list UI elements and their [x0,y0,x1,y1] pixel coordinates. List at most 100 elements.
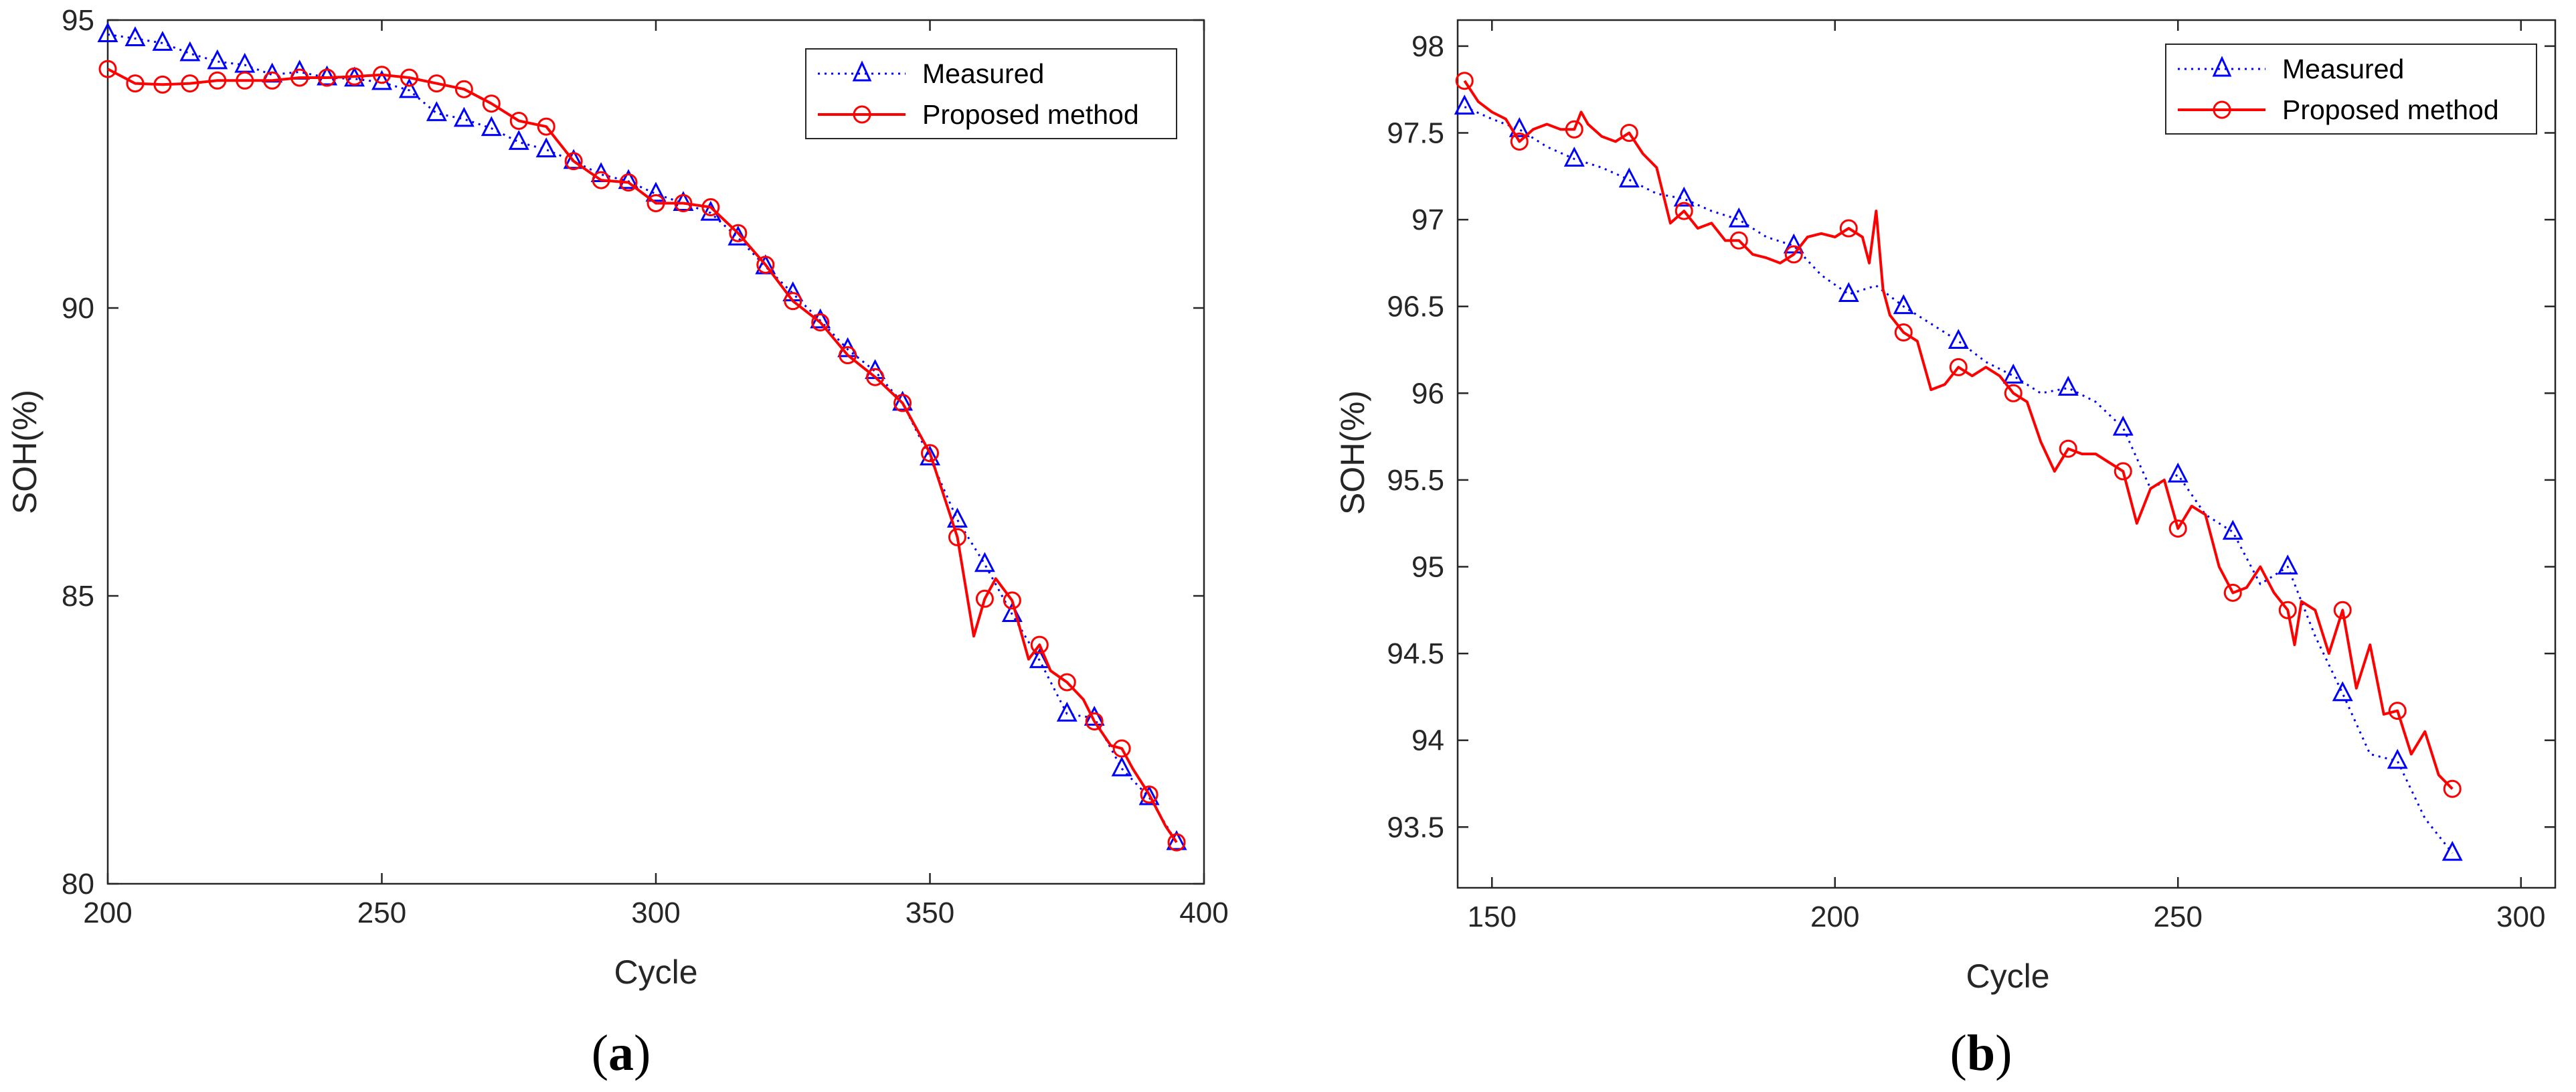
proposed-point [509,112,528,130]
proposed-point [2388,702,2407,720]
proposed-point [1839,219,1858,238]
x-tick-label: 400 [1179,896,1228,929]
proposed-point [1565,120,1583,139]
proposed-point [2168,519,2187,538]
measured-point [618,169,639,189]
x-tick-label: 300 [2496,901,2545,933]
measured-point [481,116,502,137]
proposed-point [729,224,748,242]
measured-point [2167,462,2188,483]
legend-proposed-label: Proposed method [922,99,1139,130]
legend: Measured Proposed method [805,48,1177,139]
proposed-point [290,68,309,87]
measured-point [1138,785,1160,805]
x-tick-label: 200 [83,896,132,929]
measured-point [535,137,557,157]
proposed-point [1030,635,1049,654]
y-tick-label: 98 [1411,30,1444,63]
proposed-point [701,198,720,216]
proposed-point [2059,439,2077,458]
series-proposed [1455,72,2462,798]
proposed-point [1167,833,1186,852]
legend-box [2165,44,2537,135]
measured-point [563,149,584,169]
measured-point [1728,207,1749,228]
measured-point [1111,756,1132,777]
measured-point [1056,702,1078,722]
x-axis-label: Cycle [1966,957,2049,995]
measured-point [2222,520,2243,540]
proposed-point [1057,673,1076,692]
measured-point [892,390,914,411]
measured-point [2441,840,2463,861]
y-tick-label: 96 [1411,377,1444,410]
proposed-point [454,80,473,98]
proposed-line [1463,80,2454,790]
measured-point [124,26,146,47]
measured-point [2057,376,2079,396]
measured-point [426,101,447,121]
measured-point [2002,364,2024,384]
proposed-point [126,74,145,93]
measured-point [508,130,529,150]
y-tick-label: 94.5 [1387,637,1444,670]
measured-point [97,22,118,42]
proposed-point [2443,779,2462,798]
proposed-point [1675,202,1693,220]
series-proposed [98,60,1186,852]
measured-point [673,191,694,211]
series-measured [97,22,1187,850]
proposed-point [921,444,939,463]
proposed-point [98,60,117,78]
y-tick-label: 95.5 [1387,464,1444,497]
measured-point [1618,167,1640,187]
y-tick-label: 93.5 [1387,811,1444,844]
measured-point [179,41,201,62]
proposed-point [1949,358,1968,376]
measured-point [1948,329,1969,349]
measured-point [453,106,475,127]
proposed-point [811,313,830,331]
x-axis-label: Cycle [614,953,697,991]
y-axis-label: SOH(%) [6,390,44,514]
measured-point [2332,681,2353,702]
proposed-point [866,368,885,386]
legend-proposed-label: Proposed method [2282,94,2499,125]
proposed-point [537,117,555,136]
measured-point [1166,830,1187,850]
proposed-point [400,68,418,87]
proposed-point [1003,591,1021,610]
legend-measured-marker [2212,56,2232,77]
measured-point [1509,117,1530,137]
y-tick-label: 96.5 [1387,291,1444,323]
chart-panel-a: 200 250 300 350 400 80 85 90 95 Cycle SOH(%) Mea… [6,4,1229,1081]
proposed-point [153,75,172,94]
x-tick-label: 150 [1468,901,1517,933]
ticks: 200 250 300 350 400 80 85 90 95 [62,4,1229,929]
proposed-point [619,173,638,192]
panel-caption-b: (b) [1950,1025,2012,1081]
measured-point [2387,749,2408,769]
proposed-point [1455,72,1474,90]
proposed-point [318,68,337,87]
measured-point [317,65,338,86]
proposed-point [482,94,501,113]
legend-box [805,48,1177,139]
x-tick-label: 250 [357,896,406,929]
x-tick-label: 250 [2154,901,2203,933]
proposed-point [1085,712,1104,730]
proposed-point [647,193,665,212]
x-tick-label: 300 [631,896,680,929]
panel-caption-a: (a) [592,1025,651,1081]
proposed-point [2333,601,2352,619]
proposed-point [263,71,282,90]
plot-area [106,19,1205,885]
y-tick-label: 95 [62,4,94,37]
measured-point [1029,648,1050,668]
proposed-point [2004,384,2023,402]
proposed-point [236,71,254,90]
ticks: 150 200 250 300 93.5 94 94.5 95 95.5 96 96.5 97 97.5… [1387,20,2555,933]
proposed-point [1894,323,1913,342]
proposed-point [592,171,610,189]
